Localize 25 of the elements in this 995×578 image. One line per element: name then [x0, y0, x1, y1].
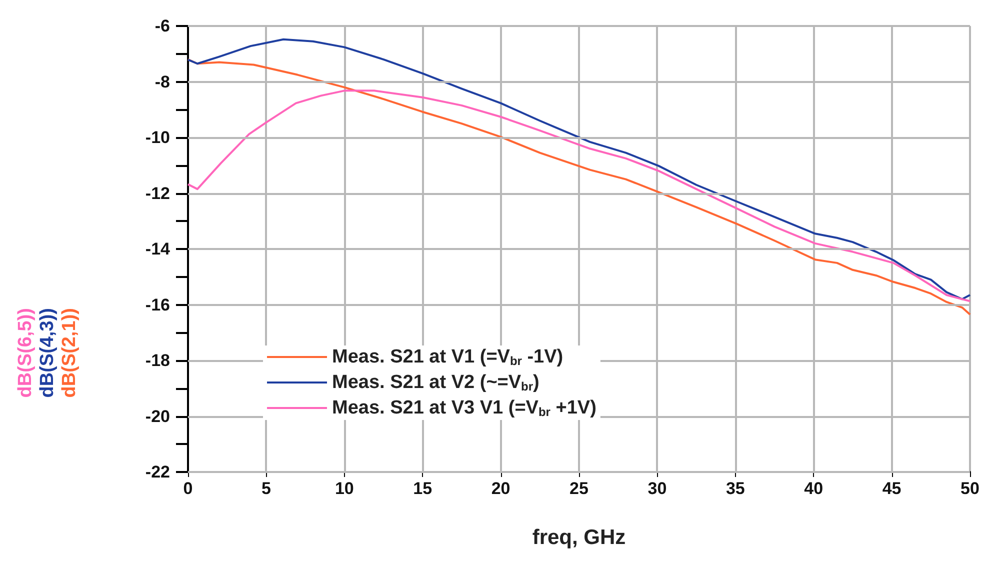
- y-tick-label: -14: [145, 240, 171, 258]
- y-tick-label: -18: [145, 351, 170, 370]
- x-tick-label: 10: [334, 479, 354, 498]
- x-tick-label: 25: [570, 479, 588, 498]
- y-tick-label: -12: [145, 184, 170, 203]
- x-tick-label: 50: [960, 479, 980, 498]
- x-tick-label: 40: [804, 479, 824, 498]
- x-tick-label: 0: [183, 479, 193, 498]
- x-tick-label: 20: [491, 479, 510, 498]
- y-tick-label: -6: [154, 16, 170, 36]
- text: dB(S(6,5)): [15, 308, 36, 398]
- x-tick-label: 30: [648, 479, 667, 498]
- y-tick-label: -10: [145, 128, 170, 147]
- x-tick-label: 5: [261, 479, 271, 498]
- y-tick-label: -8: [154, 72, 170, 92]
- line-series: [187, 90, 971, 302]
- y-tick-label: -20: [145, 406, 170, 426]
- x-axis-title: freq, GHz: [532, 526, 626, 549]
- text: dB(S(4,3)): [37, 308, 58, 398]
- x-tick-label: 15: [413, 479, 432, 498]
- x-tick-label: 35: [726, 479, 745, 498]
- text: dB(S(2,1)): [59, 308, 80, 398]
- y-tick-label: -22: [145, 462, 170, 482]
- x-tick-label: 45: [882, 479, 902, 498]
- y-tick-label: -16: [145, 295, 170, 314]
